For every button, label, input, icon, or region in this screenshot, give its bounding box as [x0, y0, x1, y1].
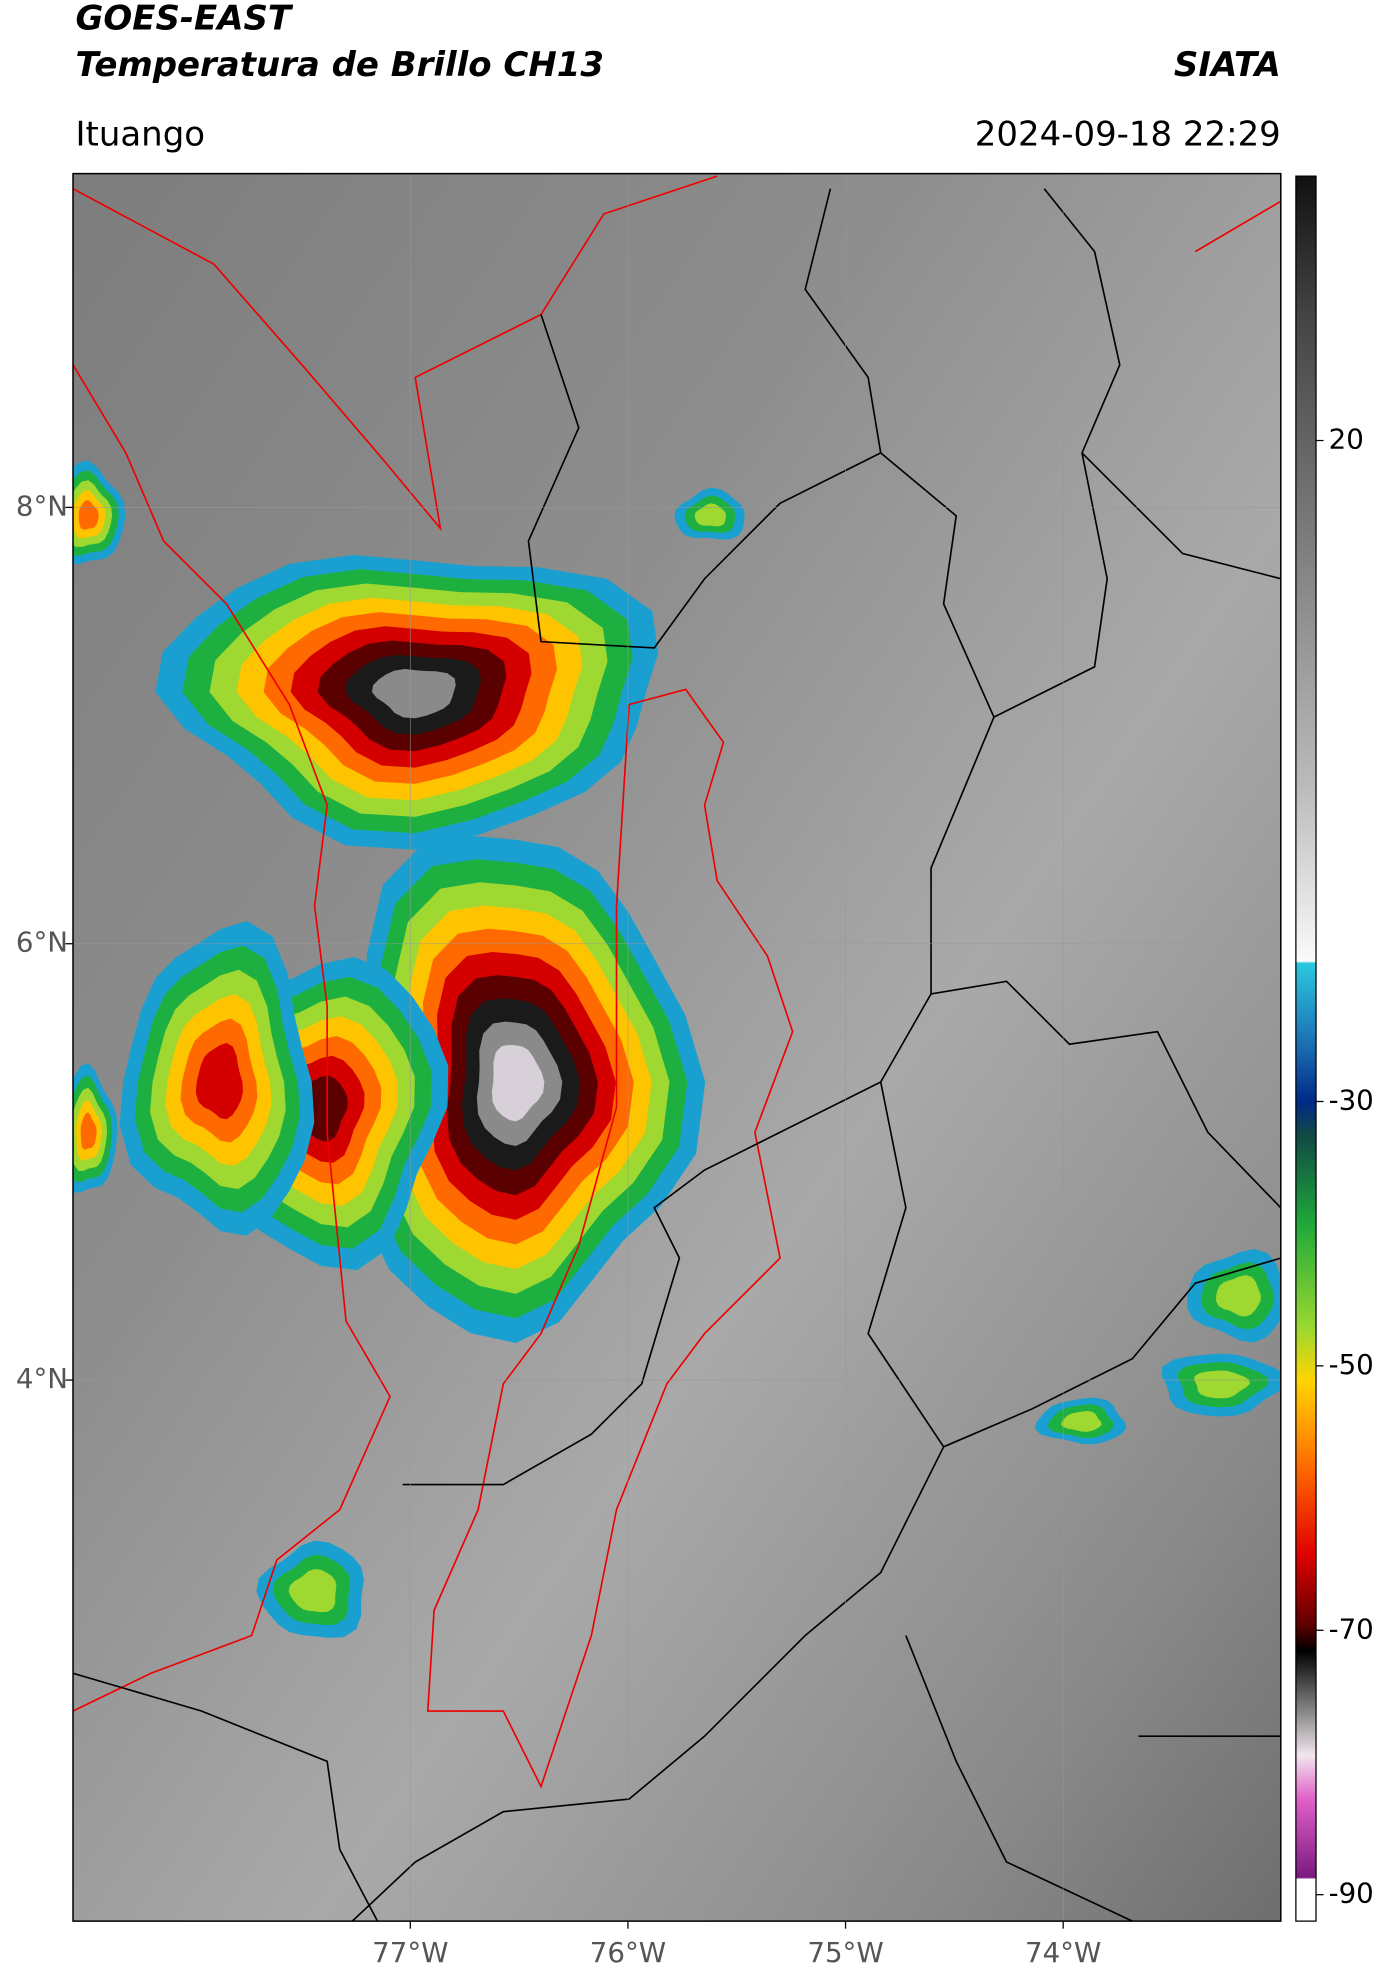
- datetime: 2024-09-18 22:29: [975, 114, 1281, 154]
- title: GOES-EAST: [76, 0, 294, 39]
- ticks: 77°W 76°W 75°W 74°W 8°N 6°N 4°N 20 -30 -50 -70 -90: [16, 423, 1374, 1969]
- colorbar-tick-label: 20: [1329, 423, 1364, 456]
- colorbar: [1295, 175, 1317, 1922]
- cloud-blob: [491, 1044, 545, 1122]
- cloud-blob: [195, 1042, 243, 1120]
- cloud-blob: [1194, 1370, 1250, 1399]
- colorbar-tick-label: -70: [1329, 1612, 1374, 1645]
- subtitle: Temperatura de Brillo CH13: [76, 45, 604, 85]
- borders: [73, 175, 1281, 1922]
- agency: SIATA: [1174, 45, 1281, 85]
- x-tick-label: 74°W: [1025, 1936, 1101, 1969]
- cloud-blob: [1060, 1410, 1102, 1432]
- map-area: [73, 173, 1281, 1922]
- cloud-blob: [1216, 1275, 1261, 1317]
- location: Ituango: [76, 114, 206, 154]
- map-frame: [72, 172, 1282, 1922]
- y-tick-label: 4°N: [16, 1362, 68, 1395]
- colorbar-tick-label: -50: [1329, 1348, 1374, 1381]
- colorbar-tick-label: -30: [1329, 1084, 1374, 1117]
- x-tick-label: 76°W: [590, 1936, 666, 1969]
- cloud-blob: [288, 1568, 337, 1613]
- cloud-layer: [73, 460, 1281, 1638]
- x-tick-label: 77°W: [372, 1936, 448, 1969]
- cloud-blob: [694, 503, 726, 527]
- y-tick-label: 8°N: [16, 489, 68, 522]
- x-tick-label: 75°W: [807, 1936, 883, 1969]
- grid: [73, 173, 1281, 1922]
- cloud-blob: [80, 1112, 97, 1150]
- cloud-blob: [371, 669, 456, 719]
- y-tick-label: 6°N: [16, 926, 68, 959]
- colorbar-tick-label: -90: [1329, 1877, 1374, 1910]
